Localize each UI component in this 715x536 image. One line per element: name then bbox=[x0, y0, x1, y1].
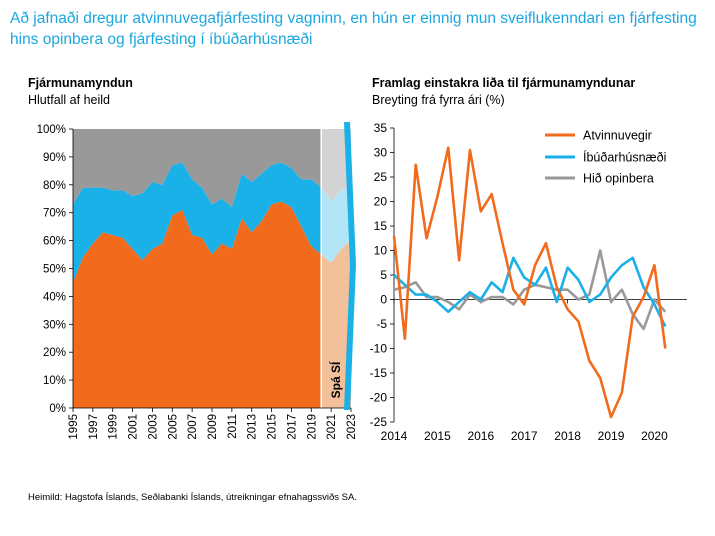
area-atvinnuvegir-forecast bbox=[321, 240, 351, 408]
right-x-tick-label: 2019 bbox=[598, 429, 625, 443]
right-y-tick-label: 20 bbox=[374, 195, 388, 209]
left-y-tick-label: 0% bbox=[49, 403, 66, 415]
left-chart-title: Fjármunamyndun bbox=[28, 76, 133, 90]
left-x-tick-label: 2003 bbox=[147, 414, 159, 440]
left-x-tick-label: 2021 bbox=[326, 414, 338, 440]
left-y-tick-label: 70% bbox=[43, 208, 66, 220]
right-y-tick-label: 5 bbox=[380, 268, 387, 282]
left-chart-subtitle: Hlutfall af heild bbox=[28, 93, 110, 107]
right-x-tick-label: 2016 bbox=[467, 429, 494, 443]
right-x-tick-label: 2017 bbox=[511, 429, 538, 443]
left-y-tick-label: 80% bbox=[43, 180, 66, 192]
source-note: Heimild: Hagstofa Íslands, Seðlabanki Ís… bbox=[28, 492, 357, 503]
right-y-tick-label: -25 bbox=[370, 415, 388, 429]
left-x-tick-label: 2015 bbox=[267, 414, 279, 440]
right-chart-title: Framlag einstakra liða til fjármunamyndu… bbox=[372, 76, 636, 90]
left-y-tick-label: 40% bbox=[43, 291, 66, 303]
transition-arrow-icon bbox=[344, 122, 356, 410]
left-x-tick-label: 1995 bbox=[68, 414, 80, 440]
right-y-tick-label: -15 bbox=[370, 366, 388, 380]
right-x-tick-label: 2018 bbox=[554, 429, 581, 443]
right-x-tick-label: 2015 bbox=[424, 429, 451, 443]
left-x-tick-label: 2023 bbox=[346, 414, 358, 440]
right-y-tick-label: 0 bbox=[380, 293, 387, 307]
left-y-tick-label: 60% bbox=[43, 236, 66, 248]
left-y-tick-label: 100% bbox=[37, 124, 66, 136]
left-y-tick-label: 10% bbox=[43, 375, 66, 387]
left-y-tick-label: 90% bbox=[43, 152, 66, 164]
line-atvinnuvegir bbox=[392, 146, 667, 419]
right-x-tick-label: 2014 bbox=[381, 429, 408, 443]
left-x-tick-label: 2009 bbox=[207, 414, 219, 440]
right-y-tick-label: 15 bbox=[374, 219, 388, 233]
left-x-tick-label: 2013 bbox=[247, 414, 259, 440]
left-x-tick-label: 1999 bbox=[108, 414, 120, 440]
right-y-tick-label: 30 bbox=[374, 146, 388, 160]
area-atvinnuvegir bbox=[73, 201, 322, 408]
left-x-tick-label: 2019 bbox=[306, 414, 318, 440]
right-x-tick-label: 2020 bbox=[641, 429, 668, 443]
line-ibudarhusnaedi bbox=[393, 256, 667, 328]
left-x-tick-label: 2005 bbox=[167, 414, 179, 440]
forecast-label: Spá SÍ bbox=[328, 361, 343, 398]
area-hid-opinbera bbox=[73, 129, 322, 208]
right-y-tick-label: 10 bbox=[374, 244, 388, 258]
legend-label: Atvinnuvegir bbox=[583, 129, 652, 143]
area-hid-opinbera-forecast bbox=[321, 129, 351, 202]
area-ibudarhusnaedi bbox=[73, 162, 322, 283]
right-y-tick-label: -10 bbox=[370, 342, 388, 356]
left-x-tick-label: 2017 bbox=[286, 414, 298, 440]
legend-label: Íbúðarhúsnæði bbox=[583, 150, 666, 165]
left-x-tick-label: 2007 bbox=[187, 414, 199, 440]
legend-label: Hið opinbera bbox=[583, 172, 654, 186]
right-y-tick-label: 35 bbox=[374, 121, 388, 135]
right-y-tick-label: -5 bbox=[376, 317, 387, 331]
left-x-tick-label: 1997 bbox=[88, 414, 100, 440]
area-ibudarhusnaedi-forecast bbox=[321, 184, 351, 263]
right-y-tick-label: 25 bbox=[374, 170, 388, 184]
left-area-chart: Spá SÍ 0% 10% 20% 30% 40% 50% 60% 70% 80% 90% 100% 1… bbox=[37, 124, 358, 440]
left-x-tick-label: 2011 bbox=[227, 414, 239, 439]
right-chart-subtitle: Breyting frá fyrra ári (%) bbox=[372, 93, 505, 107]
right-y-tick-label: -20 bbox=[370, 391, 388, 405]
left-y-tick-label: 30% bbox=[43, 319, 66, 331]
headline: Að jafnaði dregur atvinnuvegafjárfesting… bbox=[10, 10, 697, 48]
left-x-tick-label: 2001 bbox=[128, 414, 140, 440]
left-y-tick-label: 20% bbox=[43, 347, 66, 359]
left-y-tick-label: 50% bbox=[43, 264, 66, 276]
